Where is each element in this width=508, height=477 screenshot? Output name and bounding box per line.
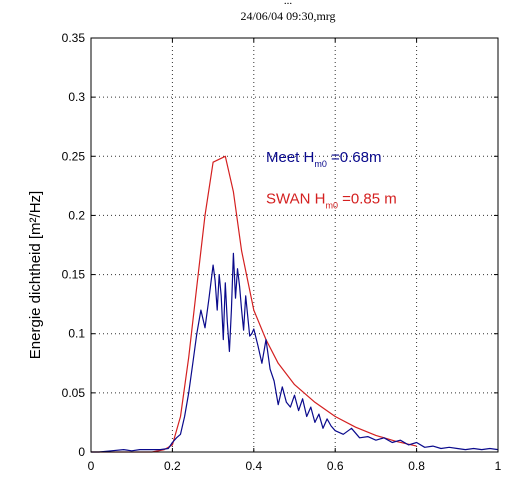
- x-tick-label: 0: [88, 459, 95, 473]
- y-axis-label: Energie dichtheid [m²/Hz]: [27, 191, 44, 359]
- series-layer: [91, 155, 499, 453]
- ticks: [90, 37, 499, 453]
- y-tick-label: 0.35: [62, 31, 86, 45]
- x-tick-label: 0.8: [408, 459, 425, 473]
- x-tick-label: 0.2: [164, 459, 181, 473]
- annotation-meet: Meet Hm0 =0.68m: [266, 149, 382, 169]
- y-tick-label: 0.1: [68, 327, 85, 341]
- y-tick-label: 0.25: [62, 149, 86, 163]
- plot-frame: [90, 37, 499, 453]
- series-line-swan: [91, 155, 417, 453]
- grid: [91, 38, 498, 452]
- y-tick-label: 0.05: [62, 386, 86, 400]
- chart-title-top: ...: [284, 0, 293, 7]
- y-tick-label: 0.15: [62, 268, 86, 282]
- x-tick-label: 1: [495, 459, 502, 473]
- annotation-swan: SWAN Hm0 =0.85 m: [266, 191, 397, 211]
- y-tick-label: 0.2: [68, 208, 85, 222]
- x-tick-label: 0.6: [327, 459, 344, 473]
- y-tick-label: 0.3: [68, 90, 85, 104]
- series-line-meet: [91, 252, 499, 453]
- y-tick-label: 0: [78, 445, 85, 459]
- tick-labels: 0 0.2 0.4 0.6 0.8 1 0 0.05 0.1 0.15 0.2 0.25 0.3 0.35: [62, 31, 502, 473]
- x-tick-label: 0.4: [245, 459, 262, 473]
- annotations: Meet Hm0 =0.68m SWAN Hm0 =0.85 m: [266, 149, 397, 210]
- chart-title: 24/06/04 09:30,mrg: [240, 9, 335, 23]
